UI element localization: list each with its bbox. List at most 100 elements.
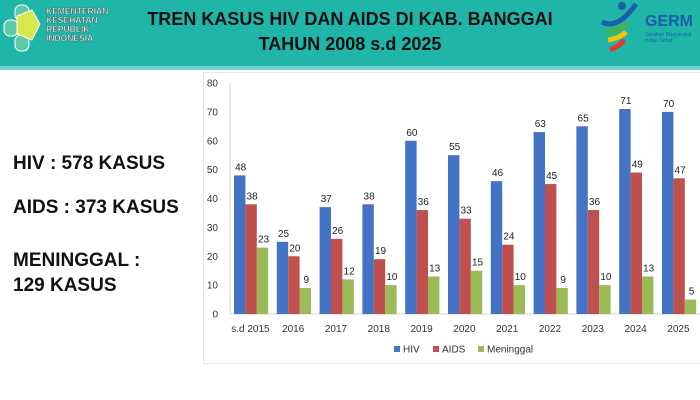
x-tick-label: 2017 [325, 324, 348, 335]
x-tick-label: 2025 [667, 324, 690, 335]
data-label: 26 [332, 226, 344, 237]
data-label: 38 [247, 191, 259, 202]
bar-hiv [619, 108, 631, 314]
chart-container: 0 10 20 30 40 50 60 70 80 s.d 2015 48 38 23 2016 25 20 9… [203, 72, 700, 364]
data-label: 12 [344, 266, 356, 277]
logo-text-line: REPUBLIK [46, 24, 90, 34]
y-tick-label: 40 [207, 194, 219, 205]
x-tick-label: 2020 [453, 324, 476, 335]
bar-meninggal [299, 288, 311, 314]
data-label: 38 [364, 191, 376, 202]
logo-text-line: KEMENTERIAN [46, 6, 109, 16]
germas-logo-icon [600, 2, 638, 53]
bar-hiv [448, 155, 460, 314]
bar-meninggal [556, 288, 568, 314]
bar-aids [373, 259, 386, 314]
bar-aids [587, 210, 600, 314]
y-tick-label: 80 [207, 79, 219, 90]
legend-label: HIV [403, 345, 420, 356]
title-line-2: TAHUN 2008 s.d 2025 [258, 34, 442, 54]
x-tick-label: 2021 [496, 324, 519, 335]
data-label: 24 [503, 232, 515, 243]
data-label: 13 [643, 263, 655, 274]
legend-label: Meninggal [487, 345, 533, 356]
bar-meninggal [256, 247, 269, 314]
data-label: 25 [278, 229, 290, 240]
meninggal-total-label: MENINGGAL : [13, 250, 141, 271]
x-tick-label: 2019 [410, 324, 433, 335]
bar-aids [545, 184, 557, 314]
bar-hiv [662, 111, 674, 314]
data-label: 70 [663, 99, 675, 110]
bar-aids [502, 244, 514, 314]
bar-hiv [533, 132, 545, 314]
legend-swatch-hiv [394, 346, 400, 352]
data-label: 19 [375, 246, 387, 257]
bar-aids [288, 256, 300, 314]
data-label: 33 [461, 206, 473, 217]
bar-meninggal [642, 276, 654, 314]
bar-hiv [234, 175, 246, 314]
y-tick-label: 0 [212, 310, 218, 321]
x-tick-label: 2022 [539, 324, 562, 335]
data-label: 36 [418, 197, 430, 208]
bar-aids [459, 218, 471, 314]
header-banner [0, 0, 700, 66]
data-label: 48 [235, 162, 247, 173]
data-label: 63 [535, 119, 547, 130]
bar-hiv [576, 126, 588, 314]
data-label: 65 [578, 113, 590, 124]
bar-aids [331, 238, 343, 314]
data-label: 49 [632, 160, 644, 171]
data-label: 36 [589, 197, 601, 208]
data-label: 10 [515, 272, 527, 283]
header-strip [0, 66, 700, 70]
y-tick-label: 60 [207, 136, 219, 147]
data-label: 15 [472, 258, 484, 269]
data-label: 10 [600, 272, 612, 283]
germas-logo-subtext: Gerakan Masyarakat Hidup Sehat [645, 32, 691, 44]
bar-hiv [405, 140, 417, 314]
legend-label: AIDS [442, 345, 466, 356]
bar-meninggal [599, 285, 611, 314]
logo-sub-line: Gerakan Masyarakat [645, 32, 692, 38]
logo-sub-line: Hidup Sehat [645, 38, 673, 44]
data-label: 10 [386, 272, 398, 283]
hiv-total: HIV : 578 KASUS [13, 153, 166, 174]
bar-meninggal [513, 285, 525, 314]
bar-meninggal [342, 279, 354, 314]
y-tick-label: 10 [207, 281, 219, 292]
data-label: 46 [492, 168, 504, 179]
data-label: 23 [258, 235, 270, 246]
bar-aids [630, 172, 642, 314]
x-tick-label: 2024 [624, 324, 647, 335]
germas-logo-text: GERM [645, 13, 693, 30]
kemenkes-logo-icon [3, 4, 41, 52]
data-label: 71 [620, 96, 632, 107]
aids-total: AIDS : 373 KASUS [13, 197, 179, 218]
bar-chart: 0 10 20 30 40 50 60 70 80 s.d 2015 48 38 23 2016 25 20 9… [207, 79, 700, 356]
meninggal-total-value: 129 KASUS [13, 275, 117, 296]
data-label: 47 [675, 165, 687, 176]
y-tick-label: 50 [207, 165, 219, 176]
bar-meninggal [470, 270, 483, 314]
x-tick-label: s.d 2015 [231, 324, 270, 335]
page-title: TREN KASUS HIV DAN AIDS DI KAB. BANGGAI … [110, 7, 590, 57]
data-label: 20 [289, 243, 301, 254]
data-label: 9 [560, 275, 566, 286]
bar-meninggal [385, 285, 397, 314]
y-tick-label: 30 [207, 223, 219, 234]
x-tick-label: 2023 [582, 324, 605, 335]
logo-text-line: KESEHATAN [46, 15, 98, 25]
y-tick-label: 70 [207, 107, 219, 118]
bar-aids [673, 178, 685, 314]
x-tick-label: 2018 [368, 324, 391, 335]
bar-aids [416, 210, 428, 314]
kemenkes-logo-text: KEMENTERIAN KESEHATAN REPUBLIK INDONESIA [46, 6, 109, 43]
data-label: 13 [429, 263, 441, 274]
data-label: 9 [304, 275, 310, 286]
x-tick-label: 2016 [282, 324, 305, 335]
data-label: 60 [406, 128, 418, 139]
bar-meninggal [428, 276, 440, 314]
legend-swatch-meninggal [478, 346, 484, 352]
